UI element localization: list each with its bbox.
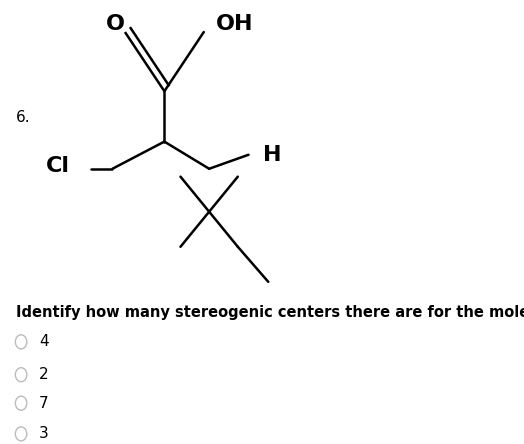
Text: O: O — [106, 14, 125, 34]
Text: 6.: 6. — [16, 110, 30, 125]
Text: 3: 3 — [39, 426, 49, 441]
Text: H: H — [263, 145, 281, 165]
Text: Cl: Cl — [46, 156, 70, 176]
Text: 2: 2 — [39, 367, 49, 382]
Text: 4: 4 — [39, 334, 49, 349]
Text: 7: 7 — [39, 396, 49, 411]
Text: OH: OH — [215, 14, 253, 34]
Text: Identify how many stereogenic centers there are for the molecule.: Identify how many stereogenic centers th… — [16, 305, 524, 320]
